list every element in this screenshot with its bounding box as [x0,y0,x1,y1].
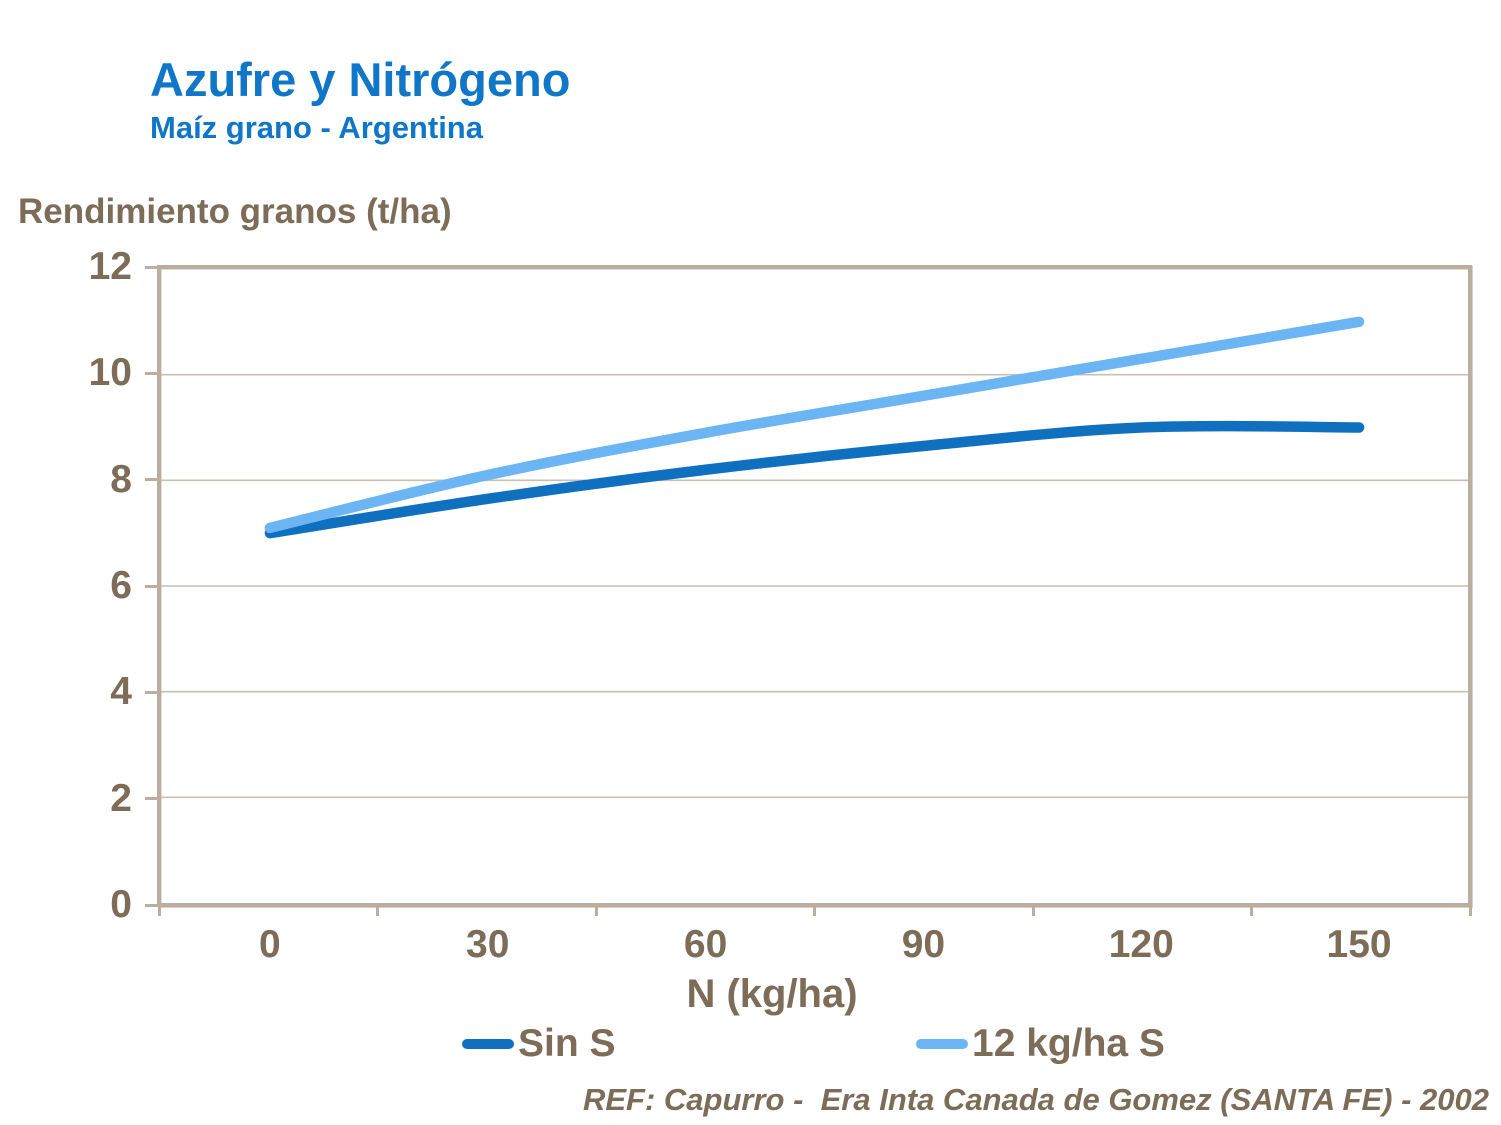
legend-item: Sin S [462,1022,616,1066]
y-tick-label: 4 [110,670,132,714]
page-subtitle: Maíz grano - Argentina [150,110,483,145]
plot-area [157,265,1472,907]
series-line-sin-s [264,420,1365,539]
y-tick-mark [145,903,157,907]
x-tick-mark [157,905,161,916]
x-tick-label: 90 [901,923,946,966]
y-tick-mark [145,797,157,801]
series-line-12-kg-ha-s [264,316,1365,534]
x-tick-mark [1468,905,1472,916]
y-tick-label: 2 [110,776,132,820]
x-tick-label: 30 [466,923,510,966]
x-tick-mark [594,905,598,916]
legend-line-swatch [462,1039,514,1049]
x-axis-title: N (kg/ha) [686,972,858,1016]
reference-text: REF: Capurro - Era Inta Canada de Gomez … [582,1082,1489,1117]
y-tick-label: 6 [110,564,132,607]
y-tick-label: 10 [88,351,132,395]
y-tick-mark [145,265,157,269]
x-tick-label: 0 [259,923,281,966]
x-tick-mark [376,905,379,916]
page-title: Azufre y Nitrógeno [150,53,571,106]
x-tick-mark [1031,905,1035,916]
legend-line-swatch [916,1039,968,1049]
y-tick-label: 8 [110,457,132,501]
y-tick-label: 12 [88,245,132,288]
y-tick-label: 0 [110,883,132,926]
legend-item: 12 kg/ha S [916,1022,1165,1066]
x-tick-label: 120 [1108,923,1174,966]
y-tick-mark [145,371,157,375]
y-axis-title: Rendimiento granos (t/ha) [18,192,452,231]
x-tick-label: 150 [1326,923,1392,966]
x-tick-mark [1250,905,1253,916]
y-tick-mark [145,478,157,482]
x-tick-label: 60 [683,923,728,966]
y-tick-mark [145,690,157,694]
legend-label: 12 kg/ha S [972,1022,1165,1065]
chart-canvas [161,316,1468,799]
y-tick-mark [145,584,157,588]
x-tick-mark [813,905,816,916]
legend-label: Sin S [518,1022,616,1065]
